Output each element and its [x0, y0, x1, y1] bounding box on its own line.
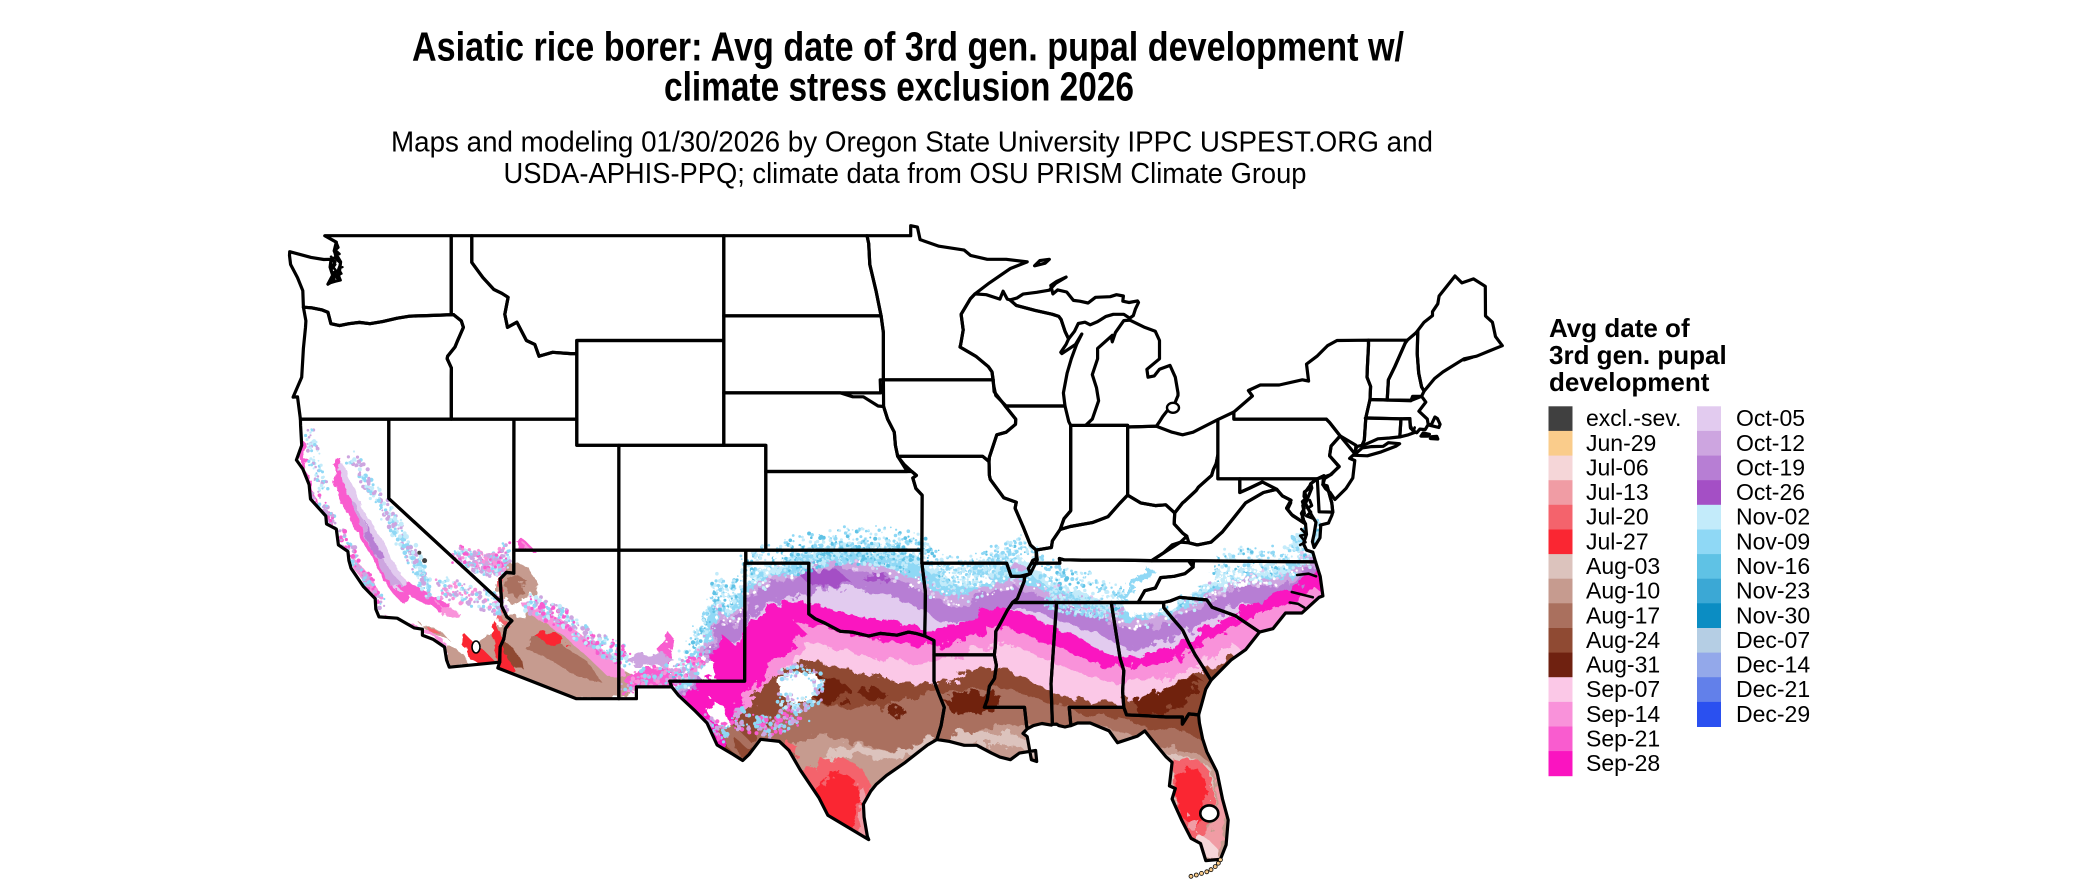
svg-text:excl.-sev.: excl.-sev.: [1586, 405, 1681, 431]
svg-text:Aug-03: Aug-03: [1586, 553, 1660, 579]
svg-text:Aug-17: Aug-17: [1586, 602, 1660, 628]
svg-text:Aug-31: Aug-31: [1586, 652, 1660, 678]
svg-text:Jul-06: Jul-06: [1586, 455, 1649, 481]
svg-text:Oct-05: Oct-05: [1736, 405, 1805, 431]
svg-text:Oct-19: Oct-19: [1736, 455, 1805, 481]
svg-text:Nov-02: Nov-02: [1736, 504, 1810, 530]
svg-text:Aug-24: Aug-24: [1586, 627, 1660, 653]
svg-text:Jul-20: Jul-20: [1586, 504, 1649, 530]
svg-text:Jun-29: Jun-29: [1586, 430, 1656, 456]
svg-text:Nov-30: Nov-30: [1736, 602, 1810, 628]
svg-text:Sep-07: Sep-07: [1586, 676, 1660, 702]
svg-text:Avg date of: Avg date of: [1549, 313, 1690, 343]
svg-text:3rd gen. pupal: 3rd gen. pupal: [1549, 340, 1727, 370]
svg-text:Sep-14: Sep-14: [1586, 701, 1660, 727]
svg-text:Nov-09: Nov-09: [1736, 528, 1810, 554]
svg-text:Asiatic rice borer: Avg date o: Asiatic rice borer: Avg date of 3rd gen.…: [412, 24, 1404, 70]
svg-text:Oct-26: Oct-26: [1736, 479, 1805, 505]
svg-text:Dec-14: Dec-14: [1736, 652, 1810, 678]
svg-text:Jul-27: Jul-27: [1586, 528, 1649, 554]
svg-text:Aug-10: Aug-10: [1586, 578, 1660, 604]
svg-text:Nov-23: Nov-23: [1736, 578, 1810, 604]
svg-text:USDA-APHIS-PPQ; climate data f: USDA-APHIS-PPQ; climate data from OSU PR…: [504, 158, 1307, 190]
svg-text:development: development: [1549, 367, 1710, 397]
svg-text:climate stress exclusion 2026: climate stress exclusion 2026: [664, 64, 1134, 110]
svg-text:Dec-29: Dec-29: [1736, 701, 1810, 727]
svg-text:Dec-07: Dec-07: [1736, 627, 1810, 653]
svg-text:Nov-16: Nov-16: [1736, 553, 1810, 579]
svg-text:Jul-13: Jul-13: [1586, 479, 1649, 505]
svg-text:Oct-12: Oct-12: [1736, 430, 1805, 456]
svg-text:Sep-28: Sep-28: [1586, 750, 1660, 776]
svg-text:Sep-21: Sep-21: [1586, 725, 1660, 751]
svg-text:Maps and modeling 01/30/2026 b: Maps and modeling 01/30/2026 by Oregon S…: [391, 127, 1433, 159]
svg-text:Dec-21: Dec-21: [1736, 676, 1810, 702]
